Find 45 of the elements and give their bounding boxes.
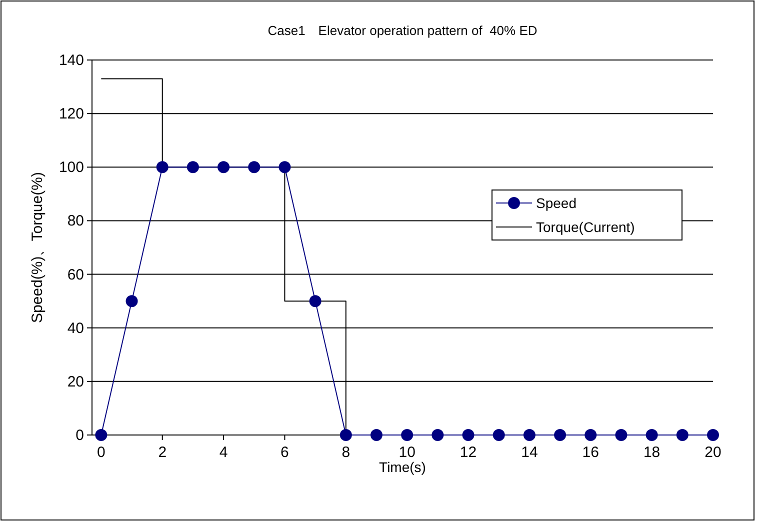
y-tick-label: 0 [76,427,84,444]
x-tick-label: 20 [704,444,722,461]
point [126,295,138,308]
point [218,161,230,174]
point [95,429,108,441]
x-tick-label: 10 [398,444,416,461]
x-tick-label: 16 [582,444,599,461]
x-tick-label: 18 [643,444,660,461]
point [186,161,199,174]
point [278,161,291,174]
x-tick-label: 6 [280,444,289,461]
point [646,429,658,441]
point [401,429,414,441]
legend-label: Speed [536,195,576,211]
legend-label: Torque(Current) [536,219,635,235]
x-axis-title: Time(s) [379,459,426,475]
x-tick-label: 0 [97,444,106,461]
x-tick-label: 2 [158,444,167,461]
point [492,429,505,441]
y-tick-label: 80 [67,212,84,230]
y-tick-label: 20 [67,373,84,390]
point [676,429,688,441]
point [156,161,168,174]
y-tick-label: 60 [67,266,84,284]
point [523,429,536,441]
point [248,161,260,174]
chart-title: Case1 Elevator operation pattern of 40% ED [268,23,538,38]
y-tick-label: 140 [58,52,84,69]
x-tick-label: 8 [342,444,350,461]
point [707,429,719,441]
y-tick-label: 120 [58,106,84,123]
y-tick-label: 40 [67,320,84,337]
x-tick-label: 14 [521,444,538,461]
x-tick-label: 12 [460,444,477,461]
x-tick-label: 4 [219,444,228,461]
y-tick-label: 100 [58,159,84,176]
point [432,429,444,441]
point [340,429,352,441]
point [554,429,566,441]
point [370,429,382,441]
point [462,429,474,441]
y-axis-title: Speed(%)、Torque(%) [29,172,46,323]
point [584,429,597,441]
point [309,295,322,308]
point [615,429,628,441]
